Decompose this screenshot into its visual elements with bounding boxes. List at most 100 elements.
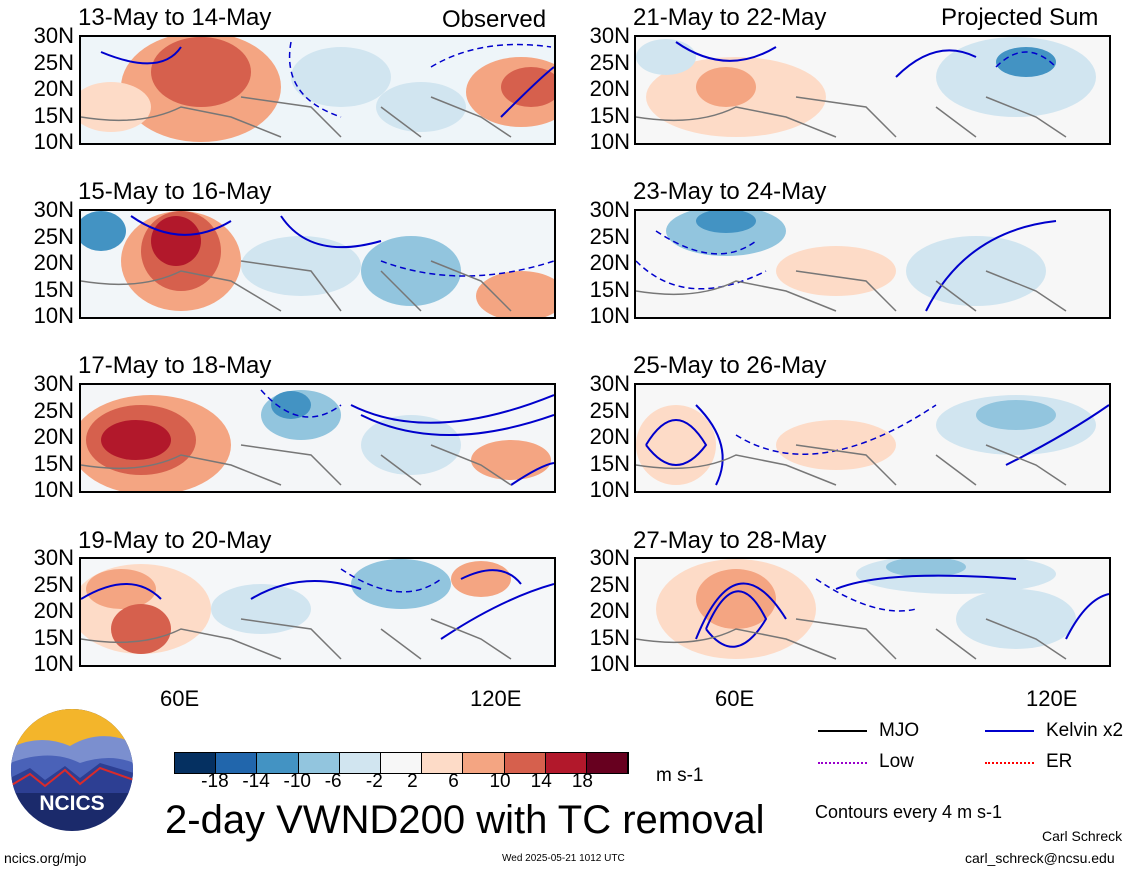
lat-tick-label: 20N [33, 76, 74, 101]
lat-tick-label: 20N [33, 598, 74, 623]
ncics-logo[interactable]: NCICS [10, 708, 134, 832]
lat-tick-label: 30N [589, 371, 630, 396]
colorbar-tick-label: -10 [283, 771, 311, 792]
lat-tick-label: 15N [33, 102, 74, 128]
colorbar-tick-label: -14 [242, 771, 270, 792]
projected-sum-label: Projected Sum [941, 4, 1099, 31]
colorbar-swatch [422, 753, 464, 773]
colorbar-tick-label: -18 [201, 771, 229, 792]
colorbar-tick-label: 14 [530, 771, 552, 792]
footer-timestamp: Wed 2025-05-21 1012 UTC [502, 853, 625, 864]
colorbar-units: m s-1 [656, 765, 704, 786]
lat-tick-label: 25N [589, 223, 630, 249]
colorbar-tick-label: -2 [365, 771, 383, 792]
lat-tick-label: 10N [589, 477, 630, 502]
lat-tick-label: 30N [33, 23, 74, 48]
lat-tick-label: 30N [33, 545, 74, 570]
colorbar-swatch [216, 753, 258, 773]
lat-tick-label: 10N [33, 477, 74, 502]
panel-title: 19-May to 20-May [78, 527, 272, 554]
colorbar-swatch [298, 753, 340, 773]
lat-tick-label: 15N [33, 276, 74, 302]
legend-low: Low [879, 751, 914, 772]
map-panel [79, 209, 556, 319]
er-line [985, 762, 1034, 764]
lat-tick-label: 15N [33, 624, 74, 650]
legend-mjo: MJO [879, 720, 920, 741]
legend-kelvin: Kelvin x2 [1046, 720, 1124, 741]
panel-title: 17-May to 18-May [78, 352, 272, 379]
colorbar-tick-label: 10 [489, 771, 511, 792]
colorbar-swatch [586, 753, 629, 773]
kelvin-line [985, 730, 1034, 732]
lat-tick-label: 10N [33, 303, 74, 328]
lat-tick-label: 10N [33, 651, 74, 676]
lat-tick-label: 25N [33, 49, 74, 75]
lat-tick-label: 15N [589, 450, 630, 476]
low-line [818, 762, 867, 764]
lat-tick-label: 30N [589, 197, 630, 222]
lon-tick-label: 120E [470, 686, 522, 711]
lat-tick-label: 25N [589, 397, 630, 423]
lat-tick-label: 20N [589, 598, 630, 623]
colorbar-tick-label: 2 [407, 771, 418, 792]
panel-title: 27-May to 28-May [633, 527, 827, 554]
colorbar-tick-label: 18 [571, 771, 593, 792]
panel-title: 25-May to 26-May [633, 352, 827, 379]
colorbar-swatch [175, 753, 217, 773]
lat-tick-label: 20N [589, 76, 630, 101]
mjo-line [818, 730, 867, 732]
lat-tick-label: 20N [33, 250, 74, 275]
lat-tick-label: 15N [589, 102, 630, 128]
lat-tick-label: 30N [33, 197, 74, 222]
lat-tick-label: 15N [589, 624, 630, 650]
colorbar-swatch [339, 753, 381, 773]
lat-tick-label: 15N [33, 450, 74, 476]
colorbar [174, 752, 629, 774]
legend-er: ER [1046, 751, 1073, 772]
lat-tick-label: 10N [589, 651, 630, 676]
colorbar-swatch [545, 753, 587, 773]
lat-tick-label: 25N [33, 397, 74, 423]
lat-tick-label: 25N [589, 49, 630, 75]
lon-tick-label: 60E [160, 686, 200, 711]
map-panel [634, 383, 1111, 493]
panel-title: 21-May to 22-May [633, 4, 827, 31]
observed-label: Observed [442, 6, 547, 33]
colorbar-swatch [504, 753, 546, 773]
map-panel [79, 35, 556, 145]
lat-tick-label: 20N [33, 424, 74, 449]
panel-title: 15-May to 16-May [78, 178, 272, 205]
lat-tick-label: 25N [33, 571, 74, 597]
lat-tick-label: 10N [589, 303, 630, 328]
lat-tick-label: 25N [33, 223, 74, 249]
lat-tick-label: 10N [589, 129, 630, 154]
lat-tick-label: 20N [589, 424, 630, 449]
lon-tick-label: 120E [1026, 686, 1078, 711]
colorbar-swatch [380, 753, 423, 773]
map-panel [634, 35, 1111, 145]
lat-tick-label: 15N [589, 276, 630, 302]
panel-title: 23-May to 24-May [633, 178, 827, 205]
colorbar-tick-label: -6 [324, 771, 342, 792]
lat-tick-label: 10N [33, 129, 74, 154]
lat-tick-label: 20N [589, 250, 630, 275]
lat-tick-label: 25N [589, 571, 630, 597]
lat-tick-label: 30N [589, 23, 630, 48]
colorbar-tick-label: 6 [448, 771, 459, 792]
map-panel [79, 383, 556, 493]
map-panel [634, 209, 1111, 319]
lat-tick-label: 30N [589, 545, 630, 570]
footer-url[interactable]: ncics.org/mjo [4, 850, 87, 866]
panel-title: 13-May to 14-May [78, 4, 272, 31]
lat-tick-label: 30N [33, 371, 74, 396]
contour-note: Contours every 4 m s-1 [815, 802, 1003, 822]
logo-text: NCICS [39, 792, 105, 815]
footer-author: Carl Schreck [1042, 828, 1123, 844]
map-panel [79, 557, 556, 667]
map-panel [634, 557, 1111, 667]
colorbar-swatch [463, 753, 505, 773]
footer-email[interactable]: carl_schreck@ncsu.edu [965, 850, 1115, 866]
main-title: 2-day VWND200 with TC removal [165, 798, 765, 842]
lon-tick-label: 60E [715, 686, 755, 711]
